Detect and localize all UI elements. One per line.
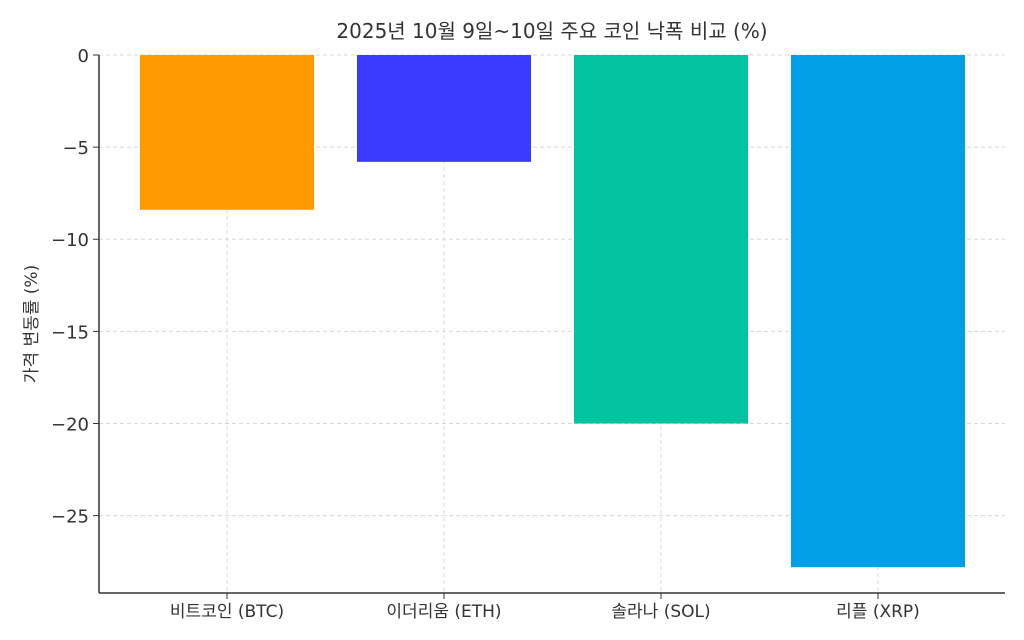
- bar-1: [357, 55, 531, 162]
- x-tick-label: 솔라나 (SOL): [611, 602, 710, 622]
- bar-0: [140, 55, 314, 210]
- y-ticks: 0 −5 −10 −15 −20 −25: [51, 46, 99, 528]
- bar-2: [574, 55, 748, 424]
- x-tick-label: 이더리움 (ETH): [386, 602, 501, 622]
- x-ticks: 비트코인 (BTC) 이더리움 (ETH) 솔라나 (SOL) 리플 (XRP): [170, 593, 920, 622]
- axes: [98, 55, 1005, 594]
- bar-3: [791, 55, 965, 568]
- y-tick-label: −5: [62, 138, 89, 159]
- chart-title: 2025년 10월 9일~10일 주요 코인 낙폭 비교 (%): [336, 19, 767, 43]
- x-tick-label: 리플 (XRP): [836, 602, 920, 622]
- bars: [140, 55, 965, 568]
- y-axis-label: 가격 변동률 (%): [22, 265, 42, 383]
- y-tick-label: −15: [51, 322, 89, 343]
- y-tick-label: −25: [51, 507, 89, 528]
- x-tick-label: 비트코인 (BTC): [170, 602, 284, 622]
- y-tick-label: −10: [51, 230, 89, 251]
- y-tick-label: −20: [51, 414, 89, 435]
- y-tick-label: 0: [78, 46, 89, 67]
